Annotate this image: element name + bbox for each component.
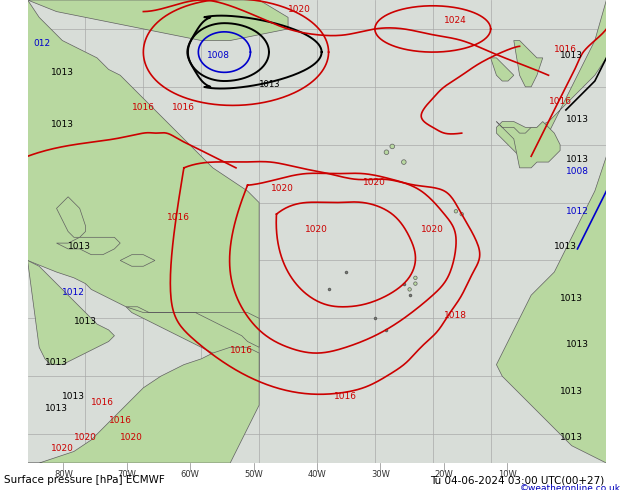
Circle shape	[384, 150, 389, 154]
Text: 1013: 1013	[51, 121, 74, 129]
Text: Tu 04-06-2024 03:00 UTC(00+27): Tu 04-06-2024 03:00 UTC(00+27)	[430, 475, 604, 485]
Polygon shape	[496, 156, 606, 463]
Text: 1020: 1020	[288, 4, 311, 14]
Circle shape	[413, 276, 417, 280]
Polygon shape	[514, 41, 543, 87]
Text: 1016: 1016	[91, 398, 114, 407]
Polygon shape	[491, 58, 514, 81]
Text: 1020: 1020	[51, 444, 74, 453]
Text: 40W: 40W	[307, 470, 327, 479]
Text: 1008: 1008	[566, 167, 589, 175]
Text: Surface pressure [hPa] ECMWF: Surface pressure [hPa] ECMWF	[4, 475, 165, 485]
Text: 1013: 1013	[68, 242, 91, 251]
Text: 1013: 1013	[45, 404, 68, 413]
Text: 80W: 80W	[54, 470, 73, 479]
Text: 1013: 1013	[560, 387, 583, 395]
Polygon shape	[496, 122, 560, 168]
Polygon shape	[28, 0, 288, 41]
Text: 1016: 1016	[167, 213, 190, 222]
Text: 1020: 1020	[120, 433, 143, 442]
Polygon shape	[120, 255, 155, 266]
Text: ©weatheronline.co.uk: ©weatheronline.co.uk	[520, 484, 621, 490]
Text: 1013: 1013	[74, 317, 97, 326]
Circle shape	[460, 213, 463, 216]
Text: 60W: 60W	[181, 470, 200, 479]
Circle shape	[413, 282, 417, 285]
Text: 1008: 1008	[207, 51, 230, 60]
Text: 1024: 1024	[444, 16, 467, 25]
Text: 012: 012	[34, 39, 51, 49]
Text: 1012: 1012	[62, 288, 85, 297]
Text: 1016: 1016	[334, 392, 358, 401]
Circle shape	[454, 210, 458, 213]
Text: 1016: 1016	[108, 416, 132, 424]
Text: 1013: 1013	[566, 155, 589, 164]
Text: 50W: 50W	[244, 470, 263, 479]
Text: 1016: 1016	[172, 103, 195, 112]
Text: 1013: 1013	[259, 80, 281, 89]
Polygon shape	[126, 307, 259, 347]
Polygon shape	[56, 197, 86, 237]
Text: 1018: 1018	[444, 311, 467, 320]
Circle shape	[401, 160, 406, 164]
Text: 1013: 1013	[554, 242, 578, 251]
Text: 1013: 1013	[560, 294, 583, 303]
Text: 1013: 1013	[560, 51, 583, 60]
Text: 1016: 1016	[554, 45, 578, 54]
Text: 1013: 1013	[566, 340, 589, 349]
Text: 30W: 30W	[371, 470, 390, 479]
Text: 70W: 70W	[117, 470, 136, 479]
Text: 1020: 1020	[271, 184, 294, 193]
Polygon shape	[496, 0, 606, 156]
Polygon shape	[28, 347, 259, 463]
Text: 1013: 1013	[566, 115, 589, 123]
Text: 20W: 20W	[434, 470, 453, 479]
Text: 1020: 1020	[74, 433, 97, 442]
Circle shape	[390, 144, 394, 149]
Text: 1013: 1013	[62, 392, 86, 401]
Text: 1020: 1020	[421, 224, 444, 234]
Text: 1012: 1012	[566, 207, 589, 216]
Text: 1016: 1016	[548, 97, 571, 106]
Text: 1013: 1013	[560, 433, 583, 442]
Text: 1020: 1020	[363, 178, 386, 187]
Text: 1020: 1020	[306, 224, 328, 234]
Polygon shape	[28, 261, 114, 365]
Text: 1016: 1016	[132, 103, 155, 112]
Text: 10W: 10W	[498, 470, 517, 479]
Polygon shape	[28, 0, 259, 376]
Polygon shape	[56, 237, 120, 255]
Circle shape	[408, 288, 411, 291]
Text: 1016: 1016	[230, 346, 253, 355]
Text: 1013: 1013	[51, 68, 74, 77]
Text: 1013: 1013	[45, 358, 68, 367]
